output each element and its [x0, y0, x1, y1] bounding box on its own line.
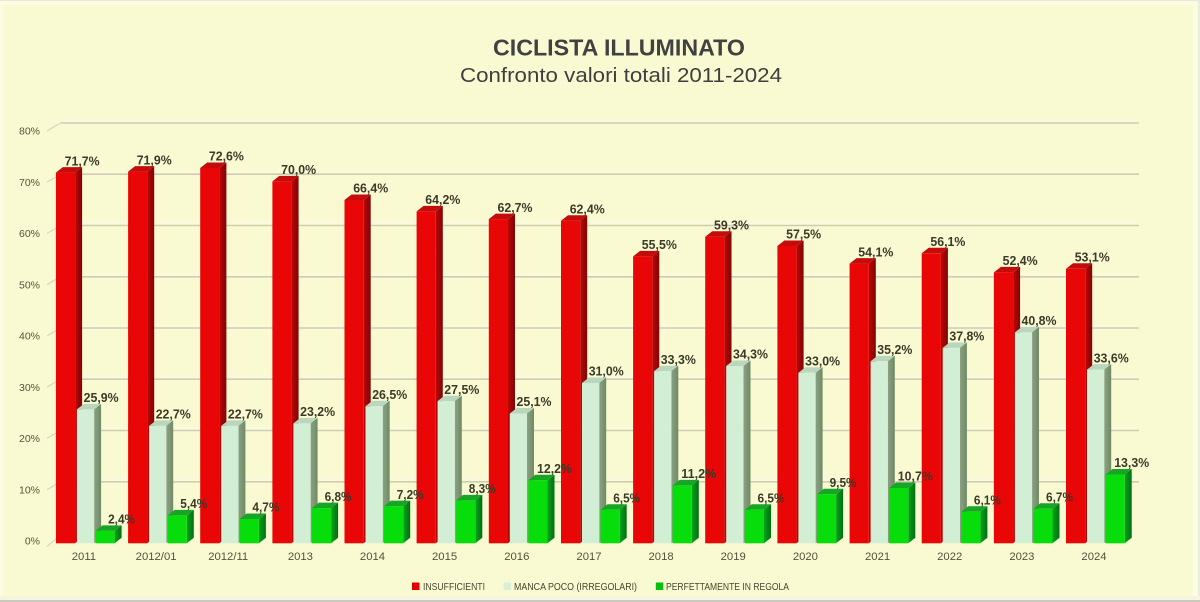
svg-text:2015: 2015 — [432, 551, 457, 563]
svg-text:PERFETTAMENTE IN REGOLA: PERFETTAMENTE IN REGOLA — [666, 581, 789, 593]
svg-text:55,5%: 55,5% — [642, 237, 677, 252]
svg-text:72,6%: 72,6% — [209, 149, 244, 164]
svg-text:2016: 2016 — [504, 551, 529, 563]
svg-text:52,4%: 52,4% — [1003, 253, 1038, 268]
svg-text:6,1%: 6,1% — [974, 493, 1001, 508]
svg-text:9,5%: 9,5% — [830, 475, 857, 490]
svg-text:53,1%: 53,1% — [1075, 250, 1110, 265]
svg-text:13,3%: 13,3% — [1114, 455, 1149, 470]
svg-text:2021: 2021 — [865, 551, 890, 563]
svg-text:2012/01: 2012/01 — [136, 551, 177, 563]
svg-text:60%: 60% — [19, 228, 40, 240]
svg-text:57,5%: 57,5% — [786, 227, 821, 242]
svg-text:27,5%: 27,5% — [444, 382, 479, 397]
svg-text:MANCA POCO (IRREGOLARI): MANCA POCO (IRREGOLARI) — [514, 581, 637, 593]
svg-text:Confronto valori totali 2011-2: Confronto valori totali 2011-2024 — [460, 65, 782, 87]
svg-text:7,2%: 7,2% — [397, 487, 424, 502]
svg-text:40%: 40% — [19, 331, 40, 343]
svg-text:10,7%: 10,7% — [898, 469, 933, 484]
svg-text:2018: 2018 — [649, 551, 674, 563]
svg-text:2019: 2019 — [721, 551, 746, 563]
svg-text:2014: 2014 — [360, 551, 385, 563]
svg-text:20%: 20% — [19, 433, 40, 445]
svg-text:30%: 30% — [19, 382, 40, 394]
svg-text:6,5%: 6,5% — [613, 490, 640, 505]
svg-text:56,1%: 56,1% — [930, 234, 965, 249]
svg-text:6,8%: 6,8% — [325, 489, 352, 504]
svg-text:33,6%: 33,6% — [1094, 350, 1129, 365]
svg-text:2020: 2020 — [793, 551, 818, 563]
svg-text:64,2%: 64,2% — [425, 192, 460, 207]
svg-text:22,7%: 22,7% — [228, 407, 263, 422]
svg-text:6,5%: 6,5% — [758, 490, 785, 505]
svg-text:33,0%: 33,0% — [805, 353, 840, 368]
svg-text:2017: 2017 — [576, 551, 601, 563]
svg-text:31,0%: 31,0% — [589, 364, 624, 379]
svg-text:23,2%: 23,2% — [300, 404, 335, 419]
svg-text:33,3%: 33,3% — [661, 352, 696, 367]
svg-text:2,4%: 2,4% — [108, 512, 135, 527]
svg-text:71,9%: 71,9% — [137, 152, 172, 167]
svg-text:54,1%: 54,1% — [858, 244, 893, 259]
svg-text:70%: 70% — [19, 177, 40, 189]
svg-text:2011: 2011 — [72, 551, 96, 563]
svg-text:37,8%: 37,8% — [949, 329, 984, 344]
svg-text:2013: 2013 — [288, 551, 313, 563]
svg-text:2022: 2022 — [937, 551, 962, 563]
svg-text:10%: 10% — [19, 484, 40, 496]
svg-text:0%: 0% — [25, 536, 40, 548]
svg-text:71,7%: 71,7% — [65, 153, 100, 168]
svg-text:6,7%: 6,7% — [1046, 489, 1073, 504]
svg-text:2012/11: 2012/11 — [208, 551, 248, 563]
svg-text:2024: 2024 — [1081, 551, 1106, 563]
svg-text:26,5%: 26,5% — [372, 387, 407, 402]
svg-text:25,9%: 25,9% — [84, 390, 119, 405]
svg-text:11,2%: 11,2% — [681, 466, 716, 481]
svg-text:4,7%: 4,7% — [252, 500, 279, 515]
svg-text:34,3%: 34,3% — [733, 347, 768, 362]
svg-text:25,1%: 25,1% — [517, 394, 552, 409]
svg-text:50%: 50% — [19, 279, 40, 291]
svg-text:CICLISTA ILLUMINATO: CICLISTA ILLUMINATO — [493, 34, 745, 60]
svg-text:80%: 80% — [19, 126, 40, 138]
svg-text:35,2%: 35,2% — [877, 342, 912, 357]
svg-text:62,7%: 62,7% — [498, 200, 533, 215]
svg-text:5,4%: 5,4% — [180, 496, 207, 511]
svg-text:22,7%: 22,7% — [156, 407, 191, 422]
svg-text:INSUFFICIENTI: INSUFFICIENTI — [423, 581, 485, 593]
svg-text:2023: 2023 — [1009, 551, 1034, 563]
svg-text:8,3%: 8,3% — [469, 481, 496, 496]
svg-text:40,8%: 40,8% — [1022, 313, 1057, 328]
svg-text:70,0%: 70,0% — [281, 162, 316, 177]
svg-text:62,4%: 62,4% — [570, 201, 605, 216]
svg-text:12,2%: 12,2% — [537, 461, 572, 476]
svg-text:66,4%: 66,4% — [353, 181, 388, 196]
svg-text:59,3%: 59,3% — [714, 217, 749, 232]
